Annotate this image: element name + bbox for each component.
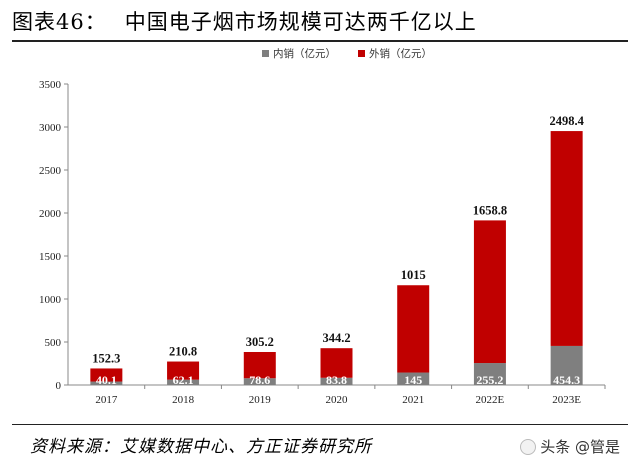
bar-export [550,131,583,346]
label-domestic: 454.3 [553,373,580,387]
chart-legend: 内销（亿元） 外销（亿元） [262,47,432,60]
label-domestic: 83.8 [326,373,347,387]
bar-domestic [90,381,123,385]
bar-domestic [397,372,430,385]
label-export: 152.3 [92,351,120,365]
bar-domestic [167,379,200,385]
y-tick-label: 2500 [39,165,62,177]
x-tick-label: 2021 [402,394,424,406]
legend-label-domestic: 内销（亿元） [273,47,336,60]
stacked-bar-chart: 内销（亿元） 外销（亿元） 0 500 1000 1500 2000 2500 3000 350… [39,47,606,406]
label-export: 2498.4 [549,114,584,128]
label-export: 210.8 [169,345,197,359]
bar-export [473,220,506,364]
bar-export [397,285,430,373]
bar-domestic [320,377,353,385]
label-export: 344.2 [322,331,350,345]
label-domestic: 255.2 [476,373,503,387]
bars [90,131,583,385]
figure-title-text: 中国电子烟市场规模可达两千亿以上 [124,10,477,34]
y-tick-label: 2000 [39,208,62,220]
bar-export [320,348,353,378]
source-note: 资料来源：艾媒数据中心、方正证券研究所 [30,437,372,457]
label-export: 1015 [401,268,426,282]
bar-domestic [550,345,583,385]
watermark-logo-icon [520,438,537,455]
bar-export [167,361,200,380]
y-tick-label: 3500 [39,79,62,91]
label-export: 305.2 [246,335,274,349]
y-tick-label: 3000 [39,122,62,134]
bar-export [243,351,276,379]
label-domestic: 62.1 [173,373,194,387]
label-domestic: 40.1 [96,373,117,387]
y-axis: 0 500 1000 1500 2000 2500 3000 3500 [39,79,69,392]
title-rule [12,40,628,42]
legend-swatch-domestic [262,50,269,57]
watermark-text: 头条 @管是 [540,438,620,456]
x-axis: 2017 2018 2019 2020 2021 2022E 2023E [68,384,606,406]
x-tick-label: 2022E [476,394,505,406]
y-tick-label: 1000 [39,294,62,306]
label-domestic: 78.6 [249,373,270,387]
y-tick-label: 0 [56,380,62,392]
x-tick-label: 2023E [552,394,581,406]
bar-domestic [243,378,276,385]
figure-title: 图表46： 中国电子烟市场规模可达两千亿以上 [12,6,628,36]
legend-label-export: 外销（亿元） [369,47,432,60]
bar-export [90,368,123,382]
source-rule [12,424,628,425]
figure-number: 图表46： [12,10,107,34]
y-tick-label: 500 [45,337,62,349]
watermark: 头条 @管是 [520,436,620,457]
x-tick-label: 2020 [326,394,349,406]
x-tick-label: 2018 [172,394,195,406]
label-domestic: 145 [404,373,422,387]
bar-domestic [473,363,506,385]
y-tick-label: 1500 [39,251,62,263]
legend-swatch-export [358,50,365,57]
data-labels: 40.1 152.3 62.1 210.8 78.6 305.2 83.8 344.2 145 1… [92,114,584,387]
x-tick-label: 2017 [95,394,118,406]
x-tick-label: 2019 [249,394,272,406]
label-export: 1658.8 [473,203,507,217]
